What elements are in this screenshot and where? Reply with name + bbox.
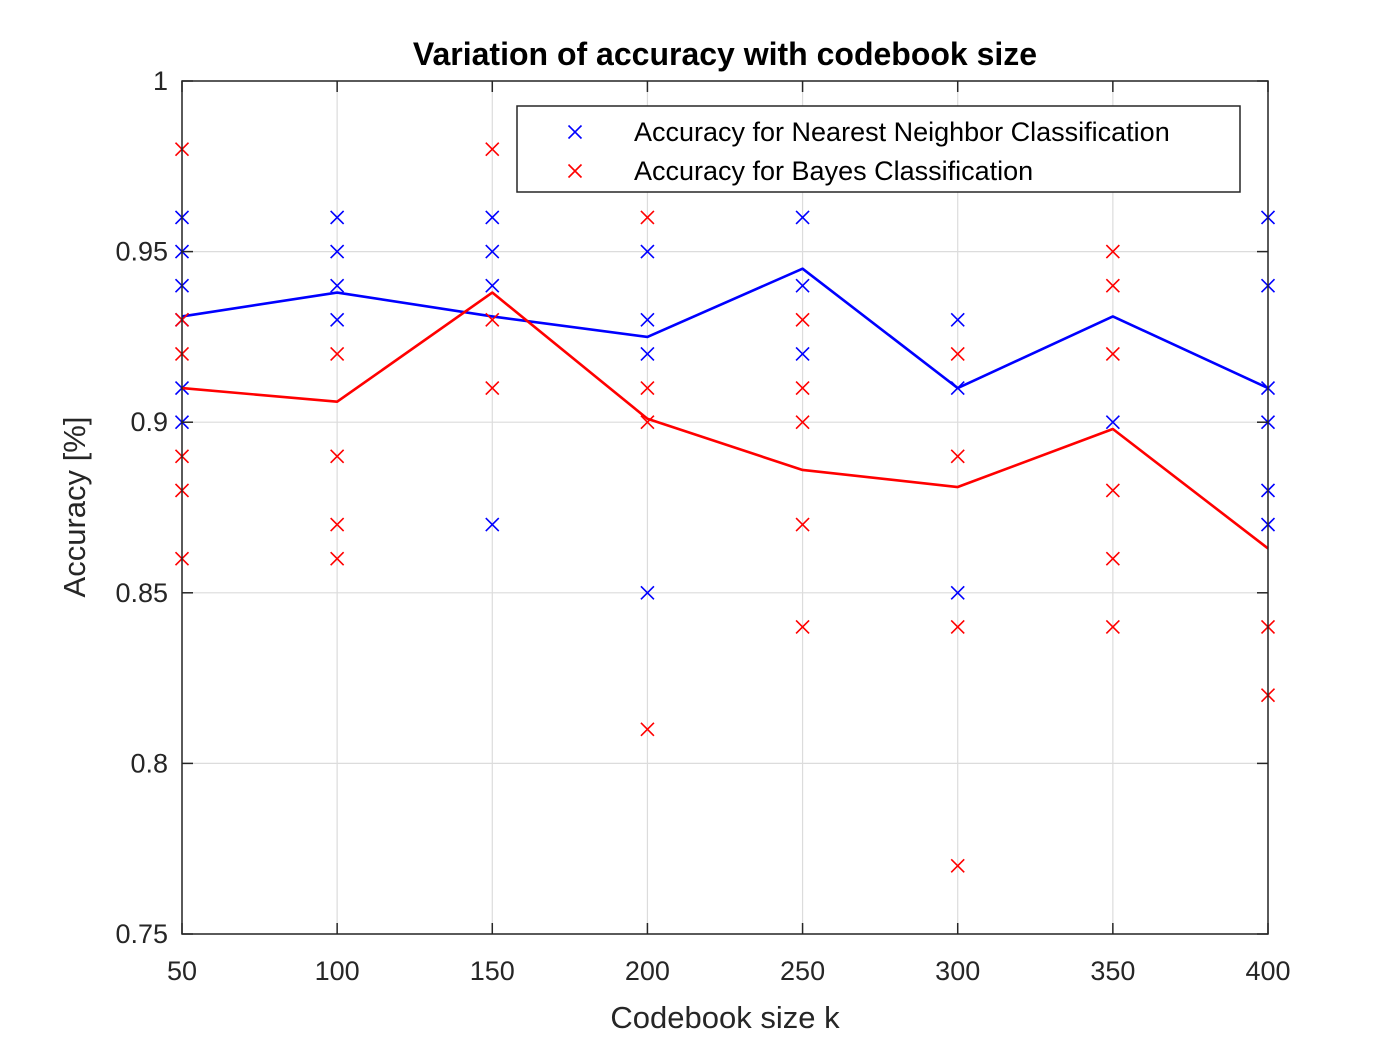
data-point-marker — [485, 210, 500, 225]
legend-entry-label: Accuracy for Bayes Classification — [634, 156, 1033, 186]
data-point-marker — [950, 449, 965, 464]
y-tick-label: 0.75 — [115, 919, 168, 949]
y-tick-label: 0.9 — [130, 407, 168, 437]
data-point-marker — [640, 244, 655, 259]
data-point-marker — [330, 210, 345, 225]
y-tick-label: 0.85 — [115, 578, 168, 608]
data-point-marker — [795, 312, 810, 327]
x-tick-label: 200 — [625, 956, 670, 986]
data-point-marker — [1105, 346, 1120, 362]
data-point-marker — [795, 278, 810, 293]
data-point-marker — [330, 551, 345, 566]
legend-marker — [567, 163, 583, 179]
data-point-marker — [1105, 278, 1120, 293]
data-point-marker — [640, 210, 655, 225]
data-point-marker — [330, 278, 345, 293]
data-point-marker — [485, 517, 500, 532]
data-point-marker — [1105, 415, 1120, 430]
y-tick-label: 1 — [153, 66, 168, 96]
data-point-marker — [950, 619, 965, 634]
data-point-marker — [795, 619, 810, 634]
chart-legend: Accuracy for Nearest Neighbor Classifica… — [516, 105, 1241, 193]
data-point-marker — [795, 517, 810, 532]
data-point-marker — [795, 415, 810, 430]
axes-box — [181, 80, 1269, 935]
data-point-marker — [485, 312, 500, 327]
data-point-marker — [1105, 483, 1120, 498]
data-point-marker — [330, 244, 345, 259]
data-point-marker — [640, 312, 655, 327]
data-point-marker — [640, 415, 655, 430]
data-point-marker — [640, 381, 655, 396]
data-point-marker — [1105, 619, 1120, 634]
data-point-marker — [330, 517, 345, 532]
data-point-marker — [640, 722, 655, 737]
x-tick-label: 400 — [1245, 956, 1290, 986]
data-point-marker — [330, 346, 345, 362]
chart-title: Variation of accuracy with codebook size — [413, 36, 1037, 72]
data-point-marker — [485, 244, 500, 259]
x-tick-label: 300 — [935, 956, 980, 986]
legend-entry-label: Accuracy for Nearest Neighbor Classifica… — [634, 117, 1170, 147]
data-point-marker — [485, 278, 500, 293]
axis-ticks: 50 100 150 200 250 300 350 400 0.75 0.8 0.85 0.9 0.9… — [115, 66, 1290, 986]
y-axis-label: Accuracy [%] — [57, 417, 92, 598]
x-tick-label: 100 — [315, 956, 360, 986]
data-point-marker — [950, 346, 965, 362]
data-point-marker — [795, 346, 810, 362]
x-tick-label: 50 — [167, 956, 197, 986]
mean-accuracy-line — [181, 267, 1269, 390]
data-point-marker — [950, 585, 965, 600]
data-point-marker — [485, 381, 500, 396]
data-point-marker — [950, 381, 965, 396]
y-tick-label: 0.95 — [115, 237, 168, 267]
x-tick-label: 250 — [780, 956, 825, 986]
x-axis-label: Codebook size k — [610, 1000, 840, 1035]
data-point-marker — [330, 449, 345, 464]
data-point-marker — [1105, 244, 1120, 259]
data-point-marker — [330, 312, 345, 327]
data-point-marker — [1105, 551, 1120, 566]
x-tick-label: 350 — [1090, 956, 1135, 986]
x-tick-label: 150 — [470, 956, 515, 986]
mean-accuracy-line — [181, 291, 1269, 550]
legend-box — [516, 105, 1241, 193]
data-point-marker — [950, 312, 965, 327]
data-point-marker — [640, 346, 655, 362]
legend-marker — [567, 124, 583, 140]
data-point-marker — [795, 210, 810, 225]
y-tick-label: 0.8 — [130, 748, 168, 778]
data-point-marker — [795, 381, 810, 396]
data-point-marker — [485, 142, 500, 157]
data-point-marker — [640, 585, 655, 600]
data-point-marker — [950, 858, 965, 873]
